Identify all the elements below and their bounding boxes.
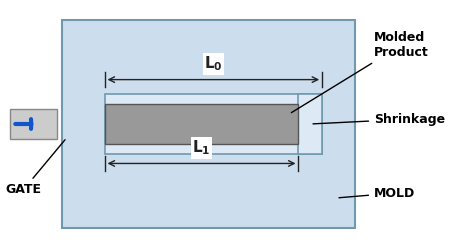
Text: GATE: GATE <box>5 140 65 196</box>
Bar <box>299 94 322 154</box>
Text: $\mathbf{L_0}$: $\mathbf{L_0}$ <box>204 55 223 73</box>
Bar <box>105 94 322 154</box>
Bar <box>10 109 57 139</box>
Text: Molded
Product: Molded Product <box>292 31 429 113</box>
Bar <box>105 104 299 144</box>
Text: Shrinkage: Shrinkage <box>313 113 445 125</box>
Text: $\mathbf{L_1}$: $\mathbf{L_1}$ <box>192 139 211 157</box>
Text: MOLD: MOLD <box>339 186 415 200</box>
Bar <box>62 20 355 228</box>
